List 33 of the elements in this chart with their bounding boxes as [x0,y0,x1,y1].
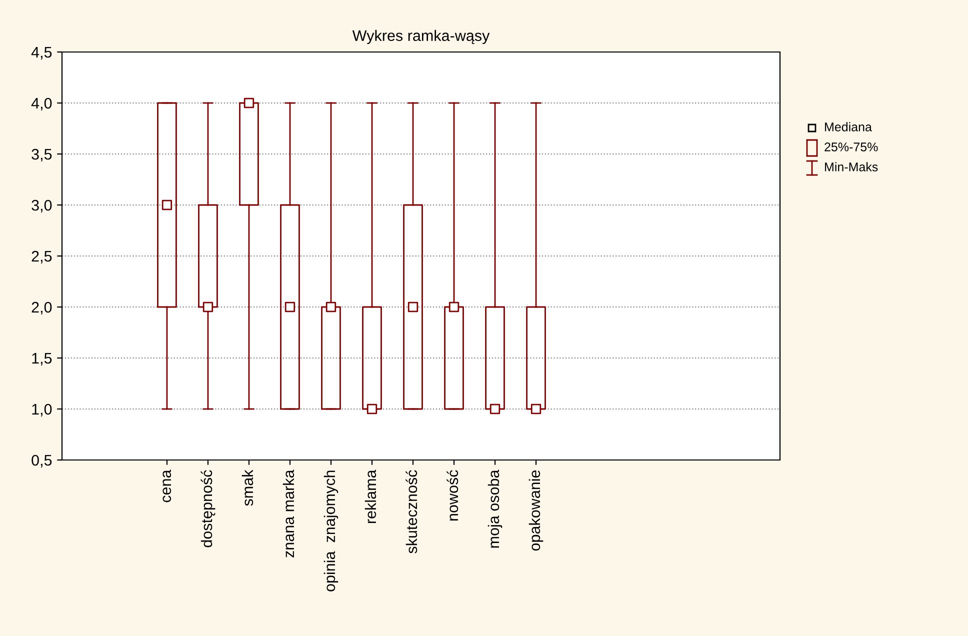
y-tick-label: 1,0 [32,404,52,416]
x-tick-label: skuteczność [406,470,418,554]
x-tick-label: opakowanie [528,470,544,551]
y-tick-label: 4,0 [31,98,52,110]
chart-title: Wykres ramka-wąsy [352,30,490,44]
point [408,302,418,312]
point [530,404,542,414]
x-tick-label: reklama [364,470,376,524]
text: Mediana [825,122,872,132]
y-tick-label: 1,5 [32,353,52,366]
point [202,302,214,312]
x-tick-label: dostępność [200,470,216,548]
y-tick-label: 3,0 [32,200,52,212]
x-tick-label: smak [242,470,254,506]
y-tick-label: 2,5 [32,250,52,264]
x-tick-label: znana marka [282,470,294,558]
point [366,404,378,414]
x-tick-label: nowość [446,470,458,521]
y-tick-label: 0,5 [32,454,52,468]
point [448,302,460,312]
y-tick-label: 4,5 [31,47,52,60]
y-tick-label: 3,5 [32,148,52,162]
point [326,302,336,312]
text: 25%-75% [824,142,878,152]
y-tick-label: 2,0 [32,302,52,314]
text: Min-Maks [825,162,878,172]
point [490,404,500,414]
x-tick-label: cena [162,470,172,502]
point [162,200,172,210]
x-tick-label: moja osoba [488,470,502,548]
point [244,98,254,108]
point [284,302,296,312]
x-tick-label: opinia znajomych [324,470,338,592]
